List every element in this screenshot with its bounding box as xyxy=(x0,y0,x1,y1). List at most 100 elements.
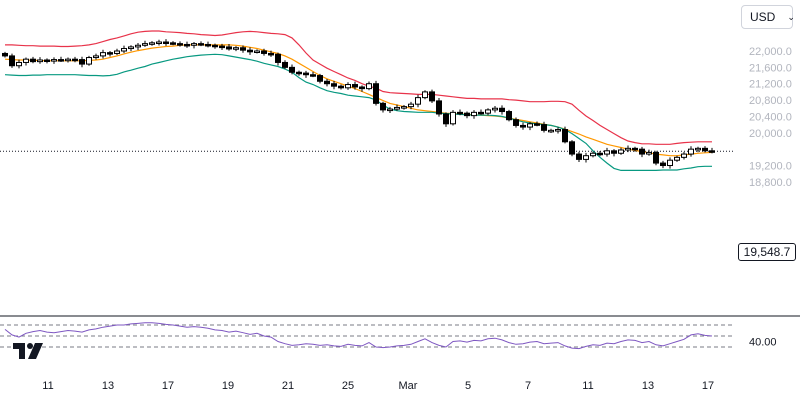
candle-body xyxy=(422,91,428,99)
candle-body xyxy=(240,47,246,51)
candle xyxy=(142,40,148,47)
candle-body xyxy=(359,86,365,90)
candle-body xyxy=(338,85,344,89)
candle xyxy=(149,41,155,46)
candle xyxy=(44,58,50,64)
candle-body xyxy=(485,109,491,114)
candle xyxy=(527,122,533,131)
candle xyxy=(583,152,589,163)
candle-body xyxy=(30,58,36,63)
middle-band-line xyxy=(4,44,713,157)
candle-body xyxy=(212,44,218,48)
candle xyxy=(261,48,267,56)
candle-body xyxy=(16,61,22,67)
candle xyxy=(65,57,71,63)
candle-body xyxy=(296,71,302,75)
candle-body xyxy=(387,108,393,112)
candle xyxy=(114,48,120,56)
candle xyxy=(135,43,141,51)
candle-body xyxy=(443,113,449,125)
candle xyxy=(625,145,631,153)
candle xyxy=(275,52,281,66)
candle-body xyxy=(128,46,134,50)
candle xyxy=(513,117,519,128)
candle-body xyxy=(114,50,120,54)
candle-body xyxy=(79,59,85,65)
candle-body xyxy=(674,156,680,161)
candle-body xyxy=(632,147,638,151)
candle-body xyxy=(65,58,71,62)
candle-body xyxy=(86,57,92,65)
candle xyxy=(464,111,470,119)
candle-body xyxy=(93,55,99,59)
candle xyxy=(380,101,386,113)
currency-selector[interactable]: USD ⌄ xyxy=(741,5,795,29)
candle xyxy=(415,94,421,108)
candle-body xyxy=(282,61,288,68)
chevron-down-icon: ⌄ xyxy=(787,11,795,22)
candle xyxy=(282,60,288,69)
candle xyxy=(555,127,561,134)
candle xyxy=(639,146,645,158)
candle-body xyxy=(373,83,379,104)
candle xyxy=(93,53,99,60)
candle xyxy=(373,80,379,106)
candle-body xyxy=(464,112,470,117)
candle-body xyxy=(226,46,232,50)
candle-body xyxy=(149,42,155,45)
candle-body xyxy=(2,52,8,57)
candle-body xyxy=(506,111,512,121)
candle xyxy=(79,56,85,68)
candle xyxy=(219,43,225,51)
candle-body xyxy=(247,49,253,53)
candle-body xyxy=(499,107,505,113)
candle xyxy=(576,151,582,163)
candle xyxy=(100,49,106,59)
candle xyxy=(226,44,232,51)
candle-body xyxy=(100,52,106,57)
candle xyxy=(471,110,477,119)
x-tick-label: 13 xyxy=(102,380,114,392)
candle xyxy=(121,45,127,54)
bollinger-bands xyxy=(4,30,713,171)
x-tick-label: 17 xyxy=(702,380,714,392)
candle-body xyxy=(667,159,673,167)
candle xyxy=(436,98,442,117)
candle-body xyxy=(576,153,582,160)
candle xyxy=(674,155,680,162)
candle-body xyxy=(331,83,337,87)
candle-body xyxy=(653,151,659,164)
candle-body xyxy=(611,150,617,154)
candle xyxy=(317,73,323,84)
candle xyxy=(422,90,428,100)
candle xyxy=(478,109,484,115)
x-tick-label: 13 xyxy=(642,380,654,392)
candle xyxy=(653,150,659,166)
candle xyxy=(548,128,554,133)
candle xyxy=(310,71,316,78)
candle xyxy=(212,43,218,49)
candle xyxy=(107,51,113,57)
candle-body xyxy=(198,43,204,46)
candle xyxy=(345,82,351,90)
x-tick-label: 5 xyxy=(465,380,471,392)
candle xyxy=(667,157,673,169)
candle-body xyxy=(345,84,351,89)
currency-value: USD xyxy=(750,10,776,24)
candle-body xyxy=(394,106,400,110)
candle xyxy=(51,57,57,64)
candle xyxy=(443,112,449,127)
candle xyxy=(569,140,575,157)
candle-body xyxy=(618,149,624,154)
candle-body xyxy=(660,162,666,167)
candle-body xyxy=(51,59,57,62)
axis-layer: 22,000.0 21,600.0 21,200.0 20,800.0 20,400.0… xyxy=(42,46,792,392)
candle xyxy=(2,51,8,58)
candle-body xyxy=(289,66,295,73)
candle xyxy=(128,45,134,52)
candle xyxy=(9,53,15,68)
candle xyxy=(492,106,498,113)
candle-body xyxy=(135,44,141,48)
candle xyxy=(520,122,526,130)
